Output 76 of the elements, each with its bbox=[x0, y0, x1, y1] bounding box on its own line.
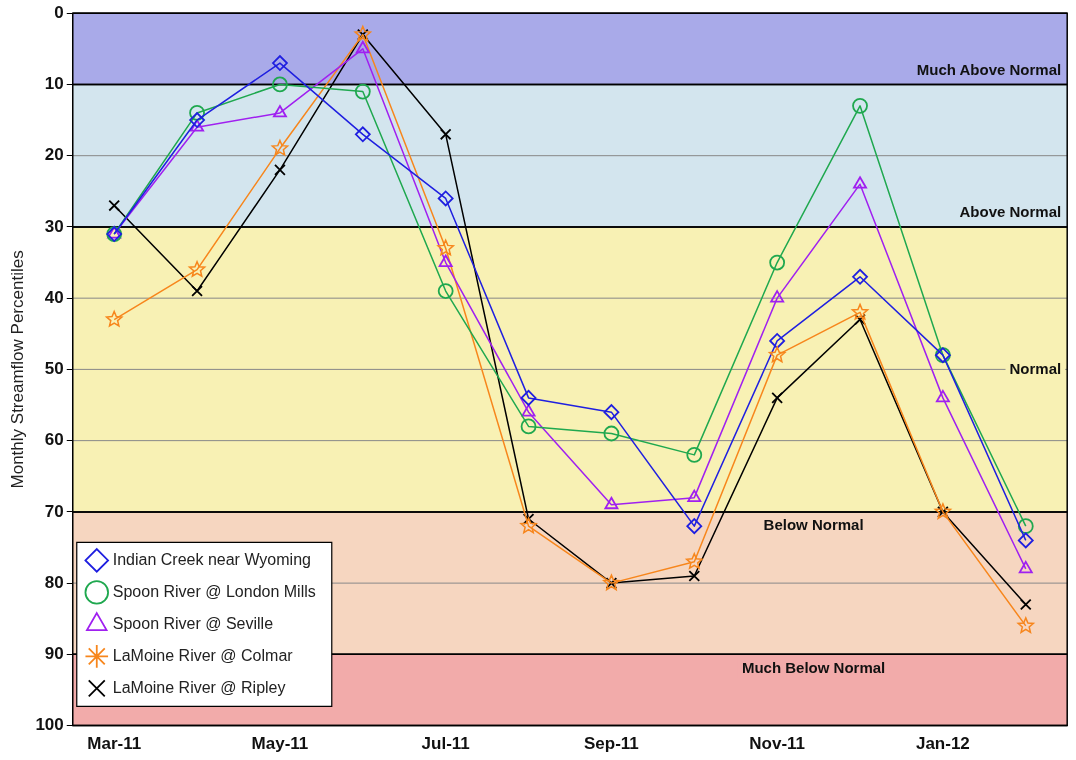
point bbox=[189, 105, 205, 121]
point bbox=[854, 313, 866, 326]
point bbox=[1017, 532, 1034, 549]
band-label: Normal bbox=[1009, 359, 1062, 377]
y-tick-label: 60 bbox=[44, 430, 64, 450]
point bbox=[188, 260, 206, 277]
x-tick-label: Nov-11 bbox=[749, 734, 806, 754]
point bbox=[770, 290, 785, 303]
y-tick-label: 0 bbox=[54, 2, 64, 22]
point bbox=[521, 404, 536, 417]
point bbox=[1018, 560, 1033, 574]
y-tick-label: 90 bbox=[44, 644, 64, 664]
x-tick-label: Mar-11 bbox=[87, 734, 142, 754]
point bbox=[190, 119, 205, 132]
legend-label: Indian Creek near Wyoming bbox=[112, 550, 311, 568]
point bbox=[105, 310, 123, 327]
y-tick-label: 30 bbox=[44, 216, 64, 236]
point bbox=[437, 283, 454, 299]
point bbox=[1019, 598, 1032, 611]
point bbox=[437, 190, 454, 207]
point bbox=[686, 518, 703, 535]
point bbox=[437, 239, 455, 256]
band-label: Below Normal bbox=[763, 516, 864, 534]
point bbox=[688, 570, 701, 582]
point bbox=[520, 418, 537, 435]
legend-label: Spoon River @ London Mills bbox=[112, 582, 316, 600]
point bbox=[354, 126, 371, 143]
point bbox=[1017, 518, 1034, 535]
point bbox=[852, 268, 868, 285]
legend-label: LaMoine River @ Colmar bbox=[112, 646, 294, 664]
point bbox=[355, 40, 370, 54]
y-tick-label: 100 bbox=[35, 715, 64, 735]
point bbox=[274, 164, 286, 176]
point bbox=[768, 346, 786, 363]
point bbox=[769, 254, 786, 271]
x-tick-label: Jan-12 bbox=[915, 734, 970, 754]
point bbox=[852, 97, 868, 114]
point bbox=[520, 390, 537, 406]
point bbox=[853, 176, 867, 189]
point bbox=[603, 404, 620, 421]
point bbox=[108, 199, 121, 212]
x-tick-label: Sep-11 bbox=[584, 734, 639, 754]
point bbox=[438, 254, 453, 267]
point bbox=[271, 139, 289, 156]
point bbox=[771, 392, 784, 404]
band-label: Much Above Normal bbox=[916, 60, 1062, 78]
point bbox=[272, 55, 288, 71]
point bbox=[354, 83, 371, 100]
y-tick-label: 20 bbox=[44, 145, 64, 165]
point bbox=[520, 517, 537, 534]
point bbox=[439, 128, 452, 141]
point bbox=[272, 105, 287, 118]
point bbox=[191, 285, 203, 297]
point bbox=[189, 112, 205, 128]
point bbox=[272, 76, 288, 93]
y-tick-label: 50 bbox=[44, 359, 64, 379]
point bbox=[685, 553, 703, 569]
x-tick-label: Jul-11 bbox=[421, 734, 470, 754]
y-tick-label: 40 bbox=[44, 287, 64, 307]
y-tick-label: 70 bbox=[44, 501, 64, 521]
x-tick-label: May-11 bbox=[251, 734, 309, 754]
legend-label: Spoon River @ Seville bbox=[112, 614, 274, 632]
point bbox=[769, 333, 786, 349]
y-tick-label: 80 bbox=[44, 572, 64, 592]
point bbox=[935, 390, 950, 403]
point bbox=[686, 446, 703, 463]
legend-label: LaMoine River @ Ripley bbox=[112, 678, 286, 696]
y-tick-label: 10 bbox=[44, 74, 64, 94]
band-label: Above Normal bbox=[959, 203, 1062, 221]
band-label: Much Below Normal bbox=[741, 658, 886, 676]
point bbox=[851, 303, 869, 320]
point bbox=[1017, 617, 1035, 634]
point bbox=[687, 489, 702, 503]
y-axis-title: Monthly Streamflow Percentiles bbox=[7, 250, 27, 489]
point bbox=[603, 425, 620, 442]
point bbox=[604, 496, 619, 510]
